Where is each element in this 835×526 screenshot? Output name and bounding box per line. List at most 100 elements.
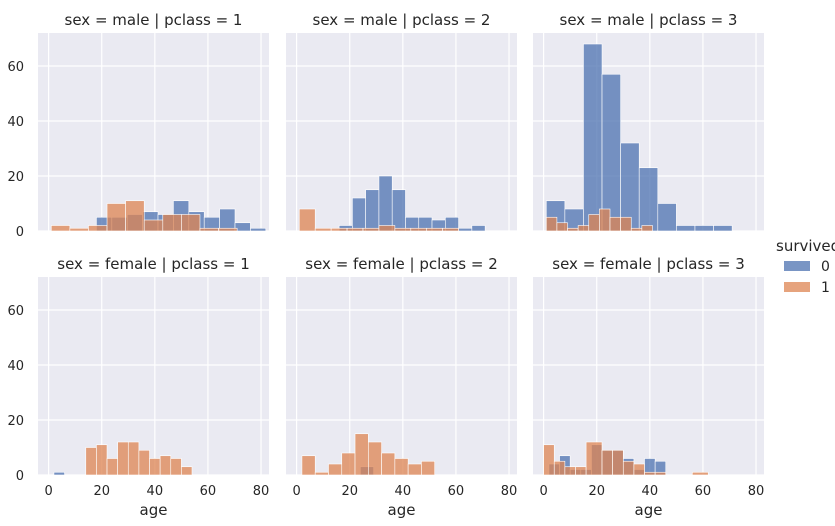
x-tick-label: 80 <box>748 484 765 499</box>
histogram-bar-survived-1 <box>620 216 632 232</box>
histogram-bar-survived-1 <box>362 227 380 232</box>
histogram-bar-survived-1 <box>545 216 558 232</box>
histogram-bar-survived-1 <box>630 227 643 232</box>
histogram-bar-survived-1 <box>301 455 316 476</box>
facet-panel-1: sex = male | pclass = 1 0 20 40 60 <box>7 11 269 240</box>
histogram-bar-survived-0 <box>471 225 486 232</box>
histogram-bar-survived-1 <box>181 466 193 476</box>
x-tick-label: 20 <box>341 484 358 499</box>
x-tick-label: 60 <box>695 484 712 499</box>
x-tick-label: 60 <box>200 484 217 499</box>
y-tick-label: 40 <box>7 359 24 374</box>
histogram-bar-survived-0 <box>676 225 696 232</box>
facet-panel-3: sex = male | pclass = 3 <box>533 11 764 232</box>
histogram-bar-survived-1 <box>69 227 89 232</box>
histogram-bar-survived-1 <box>543 444 555 476</box>
histogram-bar-survived-0 <box>352 197 366 232</box>
histogram-bar-survived-1 <box>314 227 332 232</box>
histogram-bar-survived-1 <box>633 463 645 476</box>
histogram-bar-survived-1 <box>149 458 161 476</box>
histogram-bar-survived-1 <box>588 214 600 232</box>
legend-swatch-0 <box>784 261 810 271</box>
histogram-bar-survived-1 <box>599 208 611 232</box>
histogram-bar-survived-1 <box>654 471 667 476</box>
histogram-bar-survived-0 <box>365 189 380 232</box>
histogram-bar-survived-0 <box>250 227 267 232</box>
histogram-bar-survived-1 <box>85 447 97 476</box>
histogram-bar-survived-0 <box>694 225 714 232</box>
histogram-bar-survived-1 <box>442 227 459 232</box>
histogram-bar-survived-1 <box>556 222 568 232</box>
y-tick-label: 20 <box>7 414 24 429</box>
histogram-bar-survived-0 <box>378 175 393 232</box>
histogram-bar-survived-0 <box>583 43 603 232</box>
x-tick-label: 0 <box>539 484 547 499</box>
histogram-bar-survived-1 <box>328 463 343 476</box>
histogram-bar-survived-0 <box>713 225 733 232</box>
legend-label-1: 1 <box>821 280 830 296</box>
histogram-bar-survived-1 <box>612 449 624 476</box>
x-tick-label: 40 <box>395 484 412 499</box>
legend: survived 0 1 <box>776 237 835 296</box>
histogram-bar-survived-1 <box>199 227 219 232</box>
histogram-bar-survived-1 <box>96 444 108 476</box>
histogram-bar-survived-0 <box>638 167 659 232</box>
x-axis-label: age <box>388 501 416 519</box>
histogram-bar-survived-1 <box>368 441 382 476</box>
histogram-bar-survived-1 <box>622 460 635 476</box>
x-axis-label: age <box>140 501 168 519</box>
histogram-bar-survived-1 <box>609 216 621 232</box>
histogram-bar-survived-1 <box>330 227 348 232</box>
x-tick-label: 0 <box>44 484 52 499</box>
histogram-bar-survived-1 <box>381 452 396 476</box>
histogram-bar-survived-1 <box>138 449 150 476</box>
histogram-bar-survived-1 <box>117 441 129 476</box>
histogram-bar-survived-1 <box>575 466 587 476</box>
y-tick-label: 40 <box>7 115 24 130</box>
x-tick-label: 80 <box>501 484 518 499</box>
histogram-bar-survived-1 <box>394 227 412 232</box>
facet-panel-5: sex = female | pclass = 2 0 20 40 60 80 age <box>286 255 517 519</box>
histogram-bar-survived-1 <box>125 200 145 232</box>
x-tick-label: 0 <box>292 484 300 499</box>
x-tick-label: 40 <box>147 484 164 499</box>
x-tick-label: 80 <box>253 484 270 499</box>
histogram-bar-survived-1 <box>426 227 443 232</box>
histogram-bar-survived-1 <box>106 458 118 476</box>
histogram-bar-survived-1 <box>88 225 108 232</box>
histogram-bar-survived-0 <box>391 189 406 232</box>
plot-background <box>533 277 764 475</box>
facet-panel-6: sex = female | pclass = 3 0 20 40 60 80 age <box>533 255 764 519</box>
histogram-bar-survived-1 <box>159 455 172 476</box>
histogram-bar-survived-1 <box>162 214 182 232</box>
facet-title: sex = male | pclass = 2 <box>313 11 491 29</box>
facet-title: sex = female | pclass = 2 <box>305 255 497 273</box>
histogram-bar-survived-1 <box>567 227 579 232</box>
histogram-bar-survived-1 <box>50 225 71 232</box>
y-tick-label: 60 <box>7 304 24 319</box>
histogram-bar-survived-1 <box>601 449 613 476</box>
facet-title: sex = female | pclass = 1 <box>57 255 249 273</box>
histogram-bar-survived-1 <box>181 214 201 232</box>
histogram-bar-survived-1 <box>585 441 603 476</box>
facet-panel-2: sex = male | pclass = 2 <box>286 11 517 232</box>
x-tick-label: 60 <box>448 484 465 499</box>
histogram-bar-survived-0 <box>53 471 65 476</box>
histogram-bar-survived-0 <box>234 222 251 232</box>
legend-title: survived <box>776 237 835 255</box>
histogram-bar-survived-1 <box>170 458 182 476</box>
histogram-bar-survived-1 <box>378 225 396 232</box>
y-tick-label: 0 <box>16 469 24 484</box>
histogram-bar-survived-1 <box>143 219 164 232</box>
legend-swatch-1 <box>784 282 810 292</box>
facet-panel-4: sex = female | pclass = 1 0 20 40 60 0 20 40 60 8… <box>7 255 269 519</box>
histogram-bar-survived-1 <box>341 452 356 476</box>
y-tick-label: 60 <box>7 60 24 75</box>
histogram-bar-survived-0 <box>458 227 473 232</box>
plot-background <box>286 277 517 475</box>
x-axis-label: age <box>635 501 663 519</box>
histogram-bar-survived-1 <box>641 225 653 232</box>
histogram-bar-survived-1 <box>421 460 435 476</box>
histogram-bar-survived-1 <box>127 441 140 476</box>
